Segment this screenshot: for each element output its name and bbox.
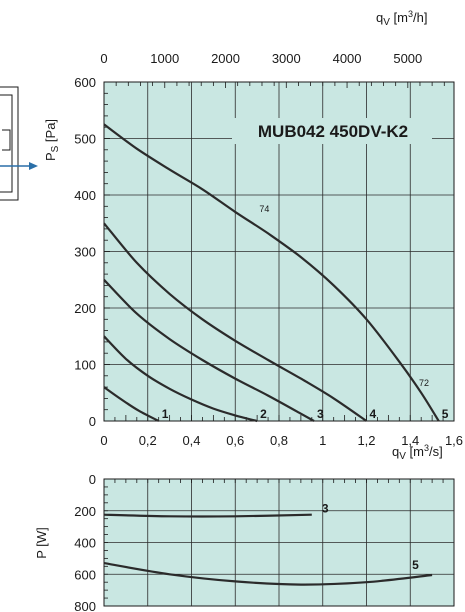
x2-axis-label: qV [m3/h] (376, 9, 427, 28)
sound-level-label: 72 (419, 378, 429, 388)
power-curve-label-3: 3 (322, 502, 329, 516)
x-tick-label: 0,8 (270, 433, 288, 448)
x-tick-label: 0,2 (139, 433, 157, 448)
curve-label-1: 1 (162, 407, 169, 421)
x-tick-label: 1,2 (357, 433, 375, 448)
power-y-tick-labels: 0 200 400 600 800 (74, 472, 96, 612)
power-y-tick-label: 600 (74, 567, 96, 582)
y-tick-label: 300 (74, 245, 96, 260)
flow-x-tick-labels: 0 0,2 0,4 0,6 0,8 1 1,2 1,4 1,6 (100, 433, 463, 448)
y-tick-label: 400 (74, 188, 96, 203)
x-axis-label: qV [m3/s] (392, 443, 443, 462)
pressure-grid (104, 82, 454, 421)
svg-text:qV [m3/s]: qV [m3/s] (392, 443, 443, 462)
x2-tick-label: 4000 (333, 51, 362, 66)
y-tick-label: 0 (89, 414, 96, 429)
sound-level-labels: 74 72 (259, 204, 429, 388)
x-tick-label: 1 (319, 433, 326, 448)
pressure-curve-4 (103, 222, 368, 422)
svg-text:qV [m3/h]: qV [m3/h] (376, 9, 427, 28)
x-tick-label: 1,4 (401, 433, 419, 448)
y-tick-label: 200 (74, 301, 96, 316)
curve-label-2: 2 (260, 407, 267, 421)
x2-tick-label: 3000 (272, 51, 301, 66)
power-curve-5 (103, 562, 433, 586)
power-minor-ticks (103, 478, 455, 607)
pressure-curve-2 (103, 335, 258, 423)
curve-label-3: 3 (317, 407, 324, 421)
x-tick-label: 1,6 (445, 433, 463, 448)
fan-sketch (0, 86, 19, 201)
x-tick-label: 0,4 (182, 433, 200, 448)
chart-title: MUB042 450DV-K2 (258, 122, 408, 141)
pressure-curve-labels: 1 2 3 4 5 (162, 407, 449, 421)
power-curve-3 (103, 513, 312, 518)
curve-label-5: 5 (442, 407, 449, 421)
power-y-tick-label: 200 (74, 504, 96, 519)
power-curves (103, 513, 433, 586)
pressure-curve-3 (103, 279, 315, 422)
pressure-minor-ticks (103, 81, 455, 422)
flow-top-tick-labels: 0 1000 2000 3000 4000 5000 (100, 51, 422, 66)
airflow-arrow-icon (0, 162, 38, 170)
svg-text:P [W]: P [W] (34, 527, 49, 559)
x2-tick-label: 0 (100, 51, 107, 66)
pressure-curves (103, 123, 440, 423)
pressure-curve-1 (103, 386, 160, 422)
power-curve-labels: 35 (322, 502, 419, 572)
y-axis-label: PS [Pa] (43, 119, 61, 161)
y-tick-label: 100 (74, 358, 96, 373)
power-y-tick-label: 800 (74, 599, 96, 612)
x2-tick-label: 5000 (393, 51, 422, 66)
x2-tick-label: 2000 (211, 51, 240, 66)
y-tick-label: 600 (74, 75, 96, 90)
curve-label-4: 4 (370, 407, 377, 421)
pressure-y-tick-labels: 0 100 200 300 400 500 600 (74, 75, 96, 429)
y-tick-label: 500 (74, 132, 96, 147)
power-y-tick-label: 400 (74, 536, 96, 551)
power-curve-label-5: 5 (412, 558, 419, 572)
title-backdrop (232, 118, 432, 144)
power-y-axis-label: P [W] (34, 527, 49, 559)
sound-level-label: 74 (259, 204, 269, 214)
x2-tick-label: 1000 (150, 51, 179, 66)
pressure-curve-5 (103, 123, 440, 422)
power-y-tick-label: 0 (89, 472, 96, 487)
x-tick-label: 0 (100, 433, 107, 448)
x-tick-label: 0,6 (226, 433, 244, 448)
svg-text:PS [Pa]: PS [Pa] (43, 119, 61, 161)
